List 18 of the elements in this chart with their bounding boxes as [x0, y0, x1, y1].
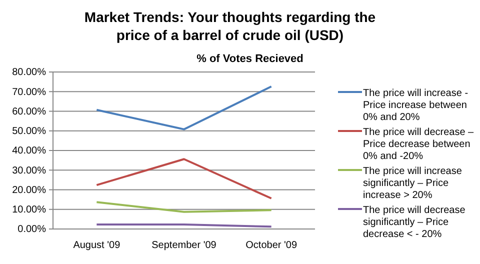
legend-label: The price will decrease – Price decrease between 0% and -20%	[363, 127, 474, 162]
legend-label: The price will decrease significantly – Price decrease < - 20%	[363, 205, 466, 240]
x-tick-label: August '09	[73, 240, 121, 252]
legend-label: The price will increase significantly – Price increase > 20%	[363, 166, 462, 201]
y-tick-label: 50.00%	[12, 126, 46, 138]
y-tick-label: 0.00%	[18, 224, 46, 236]
y-tick-label: 80.00%	[12, 67, 46, 78]
y-tick-label: 40.00%	[12, 146, 46, 157]
x-tick-label: September '09	[152, 240, 217, 252]
y-tick-label: 30.00%	[12, 165, 46, 176]
legend-label: The price will increase - Price increase between 0% and 20%	[363, 88, 468, 123]
y-tick-label: 70.00%	[12, 86, 46, 98]
y-tick-label: 60.00%	[12, 106, 46, 118]
chart-subtitle: % of Votes Recieved	[196, 53, 304, 65]
chart-title: Market Trends: Your thoughts regarding the price of a barrel of crude oil (USD)	[84, 9, 376, 43]
x-tick-label: October '09	[246, 240, 298, 252]
y-tick-label: 10.00%	[12, 204, 46, 216]
y-tick-label: 20.00%	[12, 184, 46, 196]
